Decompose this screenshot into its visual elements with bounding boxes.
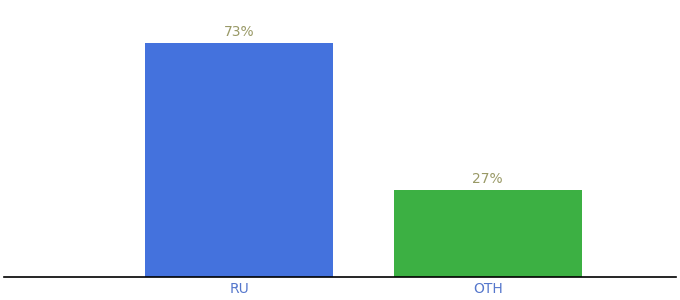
Bar bbox=[394, 190, 582, 277]
Text: 73%: 73% bbox=[224, 25, 254, 39]
Bar bbox=[146, 43, 333, 277]
Text: 27%: 27% bbox=[473, 172, 503, 187]
